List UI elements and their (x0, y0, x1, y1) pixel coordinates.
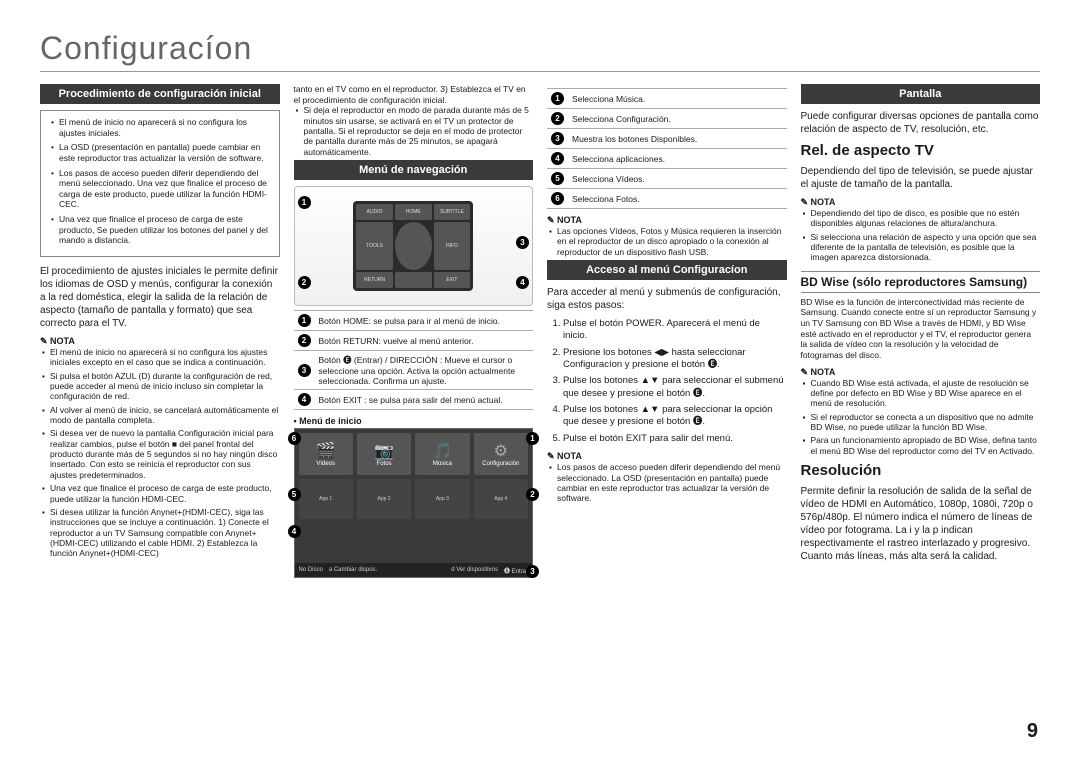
remote-diagram: AUDIO HOME SUBTITLE TOOLS INFO RETURN EX… (294, 186, 534, 306)
tile-musica: 🎵Música (415, 433, 469, 475)
step: Pulse el botón EXIT para salir del menú. (563, 433, 787, 445)
icon-table: 1Selecciona Música. 2Selecciona Configur… (547, 88, 787, 209)
note4b-item: Cuando BD Wise está activada, el ajuste … (801, 378, 1041, 409)
step: Pulse el botón POWER. Aparecerá el menú … (563, 318, 787, 343)
icon-row: Muestra los botones Disponibles. (568, 129, 787, 149)
m-callout-6: 6 (288, 432, 301, 445)
bdwise-text: BD Wise es la función de interconectivid… (801, 297, 1041, 361)
pre-note: Si deja el reproductor en modo de parada… (294, 105, 534, 157)
nav-row: Botón EXIT : se pulsa para salir del men… (315, 390, 534, 410)
column-4: Pantalla Puede configurar diversas opcio… (801, 84, 1041, 578)
pre-text: tanto en el TV como en el reproductor. 3… (294, 84, 534, 105)
rel-aspecto-text: Dependiendo del tipo de televisión, se p… (801, 165, 1041, 191)
rel-aspecto-title: Rel. de aspecto TV (801, 142, 1041, 159)
note-item: Si desea ver de nuevo la pantalla Config… (40, 428, 280, 480)
nota-label-col3b: NOTA (547, 451, 787, 462)
icon-row: Selecciona Configuración. (568, 109, 787, 129)
column-1: Procedimiento de configuración inicial E… (40, 84, 280, 578)
column-3: 1Selecciona Música. 2Selecciona Configur… (547, 84, 787, 578)
app-tile: App 3 (415, 479, 469, 519)
remote-btn-dpad (395, 222, 432, 270)
note3b-item: Los pasos de acceso pueden diferir depen… (547, 462, 787, 503)
remote-btn-blank (395, 272, 432, 288)
tile-videos: 🎬Vídeos (299, 433, 353, 475)
note3-item: Las opciones Vídeos, Fotos y Música requ… (547, 226, 787, 257)
app-tile: App 2 (357, 479, 411, 519)
callout-4: 4 (516, 276, 529, 289)
m-callout-4: 4 (288, 525, 301, 538)
step: Pulse los botones ▲▼ para seleccionar la… (563, 404, 787, 429)
access-intro: Para acceder al menú y submenús de confi… (547, 286, 787, 312)
tile-fotos: 📷Fotos (357, 433, 411, 475)
step: Presione los botones ◀▶ hasta selecciona… (563, 347, 787, 372)
note-item: Si pulsa el botón AZUL (D) durante la co… (40, 371, 280, 402)
callout-2: 2 (298, 276, 311, 289)
note4-item: Dependiendo del tipo de disco, es posibl… (801, 208, 1041, 229)
box-item: La OSD (presentación en pantalla) puede … (49, 142, 271, 163)
note-item: Si desea utilizar la función Anynet+(HDM… (40, 507, 280, 559)
tile-config: ⚙Configuración (474, 433, 528, 475)
callout-1: 1 (298, 196, 311, 209)
initial-config-box: El menú de inicio no aparecerá si no con… (40, 110, 280, 257)
m-callout-1: 1 (526, 432, 539, 445)
note4-item: Si selecciona una relación de aspecto y … (801, 232, 1041, 263)
icon-row: Selecciona Música. (568, 89, 787, 109)
note-item: Al volver al menú de inicio, se cancelar… (40, 405, 280, 426)
resolucion-title: Resolución (801, 462, 1041, 479)
menu-diagram: 🎬Vídeos 📷Fotos 🎵Música ⚙Configuración Ap… (294, 428, 534, 578)
page-title: Configuracíon (40, 30, 1040, 72)
nota-label: NOTA (40, 336, 280, 347)
header-initial-config: Procedimiento de configuración inicial (40, 84, 280, 104)
icon-row: Selecciona Fotos. (568, 189, 787, 209)
pantalla-intro: Puede configurar diversas opciones de pa… (801, 110, 1041, 136)
note4b-item: Para un funcionamiento apropiado de BD W… (801, 435, 1041, 456)
app-tile: App 4 (474, 479, 528, 519)
app-tile: App 1 (299, 479, 353, 519)
remote-btn-audio: AUDIO (356, 204, 393, 220)
m-callout-2: 2 (526, 488, 539, 501)
menu-inicio-label: • Menú de inicio (294, 416, 534, 426)
nav-row: Botón HOME: se pulsa para ir al menú de … (315, 311, 534, 331)
nav-row: Botón 🅔 (Entrar) / DIRECCIÓN : Mueve el … (315, 351, 534, 390)
intro-paragraph: El procedimiento de ajustes iniciales le… (40, 265, 280, 330)
nav-row: Botón RETURN: vuelve al menú anterior. (315, 331, 534, 351)
note-list-col1: El menú de inicio no aparecerá si no con… (40, 347, 280, 559)
note-item: El menú de inicio no aparecerá si no con… (40, 347, 280, 368)
callout-3: 3 (516, 236, 529, 249)
m-callout-5: 5 (288, 488, 301, 501)
icon-row: Selecciona aplicaciones. (568, 149, 787, 169)
note-item: Una vez que finalice el proceso de carga… (40, 483, 280, 504)
box-item: Una vez que finalice el proceso de carga… (49, 214, 271, 246)
column-2: tanto en el TV como en el reproductor. 3… (294, 84, 534, 578)
box-item: El menú de inicio no aparecerá si no con… (49, 117, 271, 138)
main-columns: Procedimiento de configuración inicial E… (40, 84, 1040, 578)
nota-label-col4a: NOTA (801, 197, 1041, 208)
note4b-item: Si el reproductor se conecta a un dispos… (801, 412, 1041, 433)
icon-row: Selecciona Vídeos. (568, 169, 787, 189)
nota-label-col4b: NOTA (801, 367, 1041, 378)
bdwise-title: BD Wise (sólo reproductores Samsung) (801, 271, 1041, 293)
step: Pulse los botones ▲▼ para seleccionar el… (563, 375, 787, 400)
resolucion-text: Permite definir la resolución de salida … (801, 485, 1041, 563)
menu-bottom-bar: No Disco a Cambiar dispos. d Ver disposi… (295, 563, 533, 577)
page-number: 9 (1027, 720, 1038, 743)
header-pantalla: Pantalla (801, 84, 1041, 104)
remote-btn-return: RETURN (356, 272, 393, 288)
remote-btn-exit: EXIT (434, 272, 471, 288)
access-steps: Pulse el botón POWER. Aparecerá el menú … (547, 318, 787, 445)
remote-btn-info: INFO (434, 222, 471, 270)
remote-btn-home: HOME (395, 204, 432, 220)
m-callout-3: 3 (526, 565, 539, 578)
remote-btn-tools: TOOLS (356, 222, 393, 270)
box-item: Los pasos de acceso pueden diferir depen… (49, 168, 271, 211)
header-access-config: Acceso al menú Configuracíon (547, 260, 787, 280)
header-nav-menu: Menú de navegación (294, 160, 534, 180)
nav-table: 1Botón HOME: se pulsa para ir al menú de… (294, 310, 534, 410)
remote-btn-subtitle: SUBTITLE (434, 204, 471, 220)
nota-label-col3a: NOTA (547, 215, 787, 226)
